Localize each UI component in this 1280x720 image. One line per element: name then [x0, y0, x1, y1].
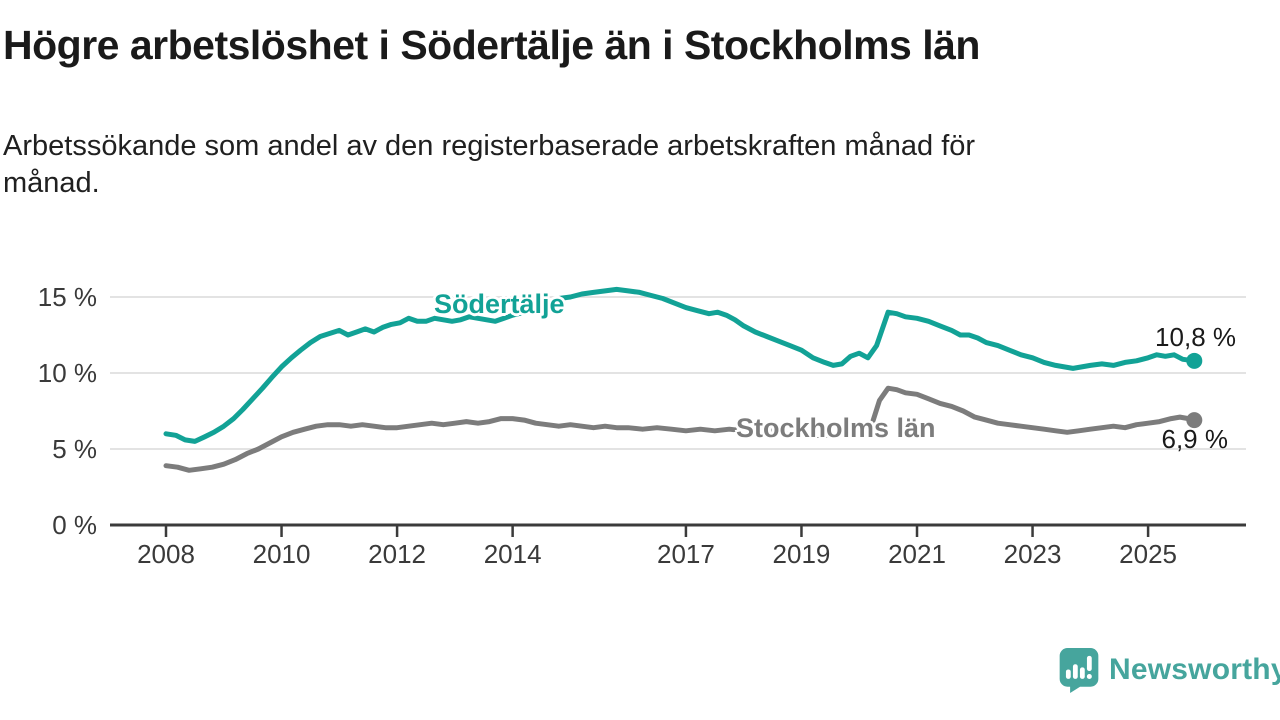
series-line-0 — [163, 286, 1197, 444]
y-axis-label-5: 5 % — [52, 434, 97, 464]
x-axis-label-2014: 2014 — [484, 539, 542, 569]
series-line-1 — [163, 385, 1197, 473]
end-value-label-sodertalje: 10,8 % — [1155, 322, 1236, 352]
newsworthy-brand: Newsworthy — [1058, 647, 1280, 693]
newsworthy-wordmark: Newsworthy — [1109, 653, 1280, 686]
x-axis-label-2012: 2012 — [368, 539, 426, 569]
y-axis-label-0: 0 % — [52, 510, 97, 540]
series-label-stockholms-lan: Stockholms län — [736, 413, 936, 443]
x-axis-label-2017: 2017 — [657, 539, 715, 569]
x-axis-label-2010: 2010 — [253, 539, 311, 569]
newsworthy-logo-icon — [1059, 648, 1099, 693]
chart-title: Högre arbetslöshet i Södertälje än i Sto… — [3, 22, 980, 68]
x-axis-label-2025: 2025 — [1119, 539, 1177, 569]
chart-subtitle: Arbetssökande som andel av den registerb… — [3, 128, 975, 202]
subtitle-line-1: Arbetssökande som andel av den registerb… — [3, 130, 976, 162]
x-axis-label-2021: 2021 — [888, 539, 946, 569]
x-axis-label-2023: 2023 — [1004, 539, 1062, 569]
x-axis-label-2008: 2008 — [137, 539, 195, 569]
series-end-dot-0 — [1186, 352, 1203, 369]
subtitle-line-2: månad. — [3, 167, 100, 199]
y-axis-label-15: 15 % — [38, 282, 97, 312]
end-value-label-stockholms-lan: 6,9 % — [1161, 424, 1229, 454]
series-end-dot-1 — [1186, 412, 1203, 429]
x-axis-label-2019: 2019 — [773, 539, 831, 569]
series-label-sodertalje: Södertälje — [434, 289, 565, 319]
y-axis-label-10: 10 % — [38, 358, 97, 388]
